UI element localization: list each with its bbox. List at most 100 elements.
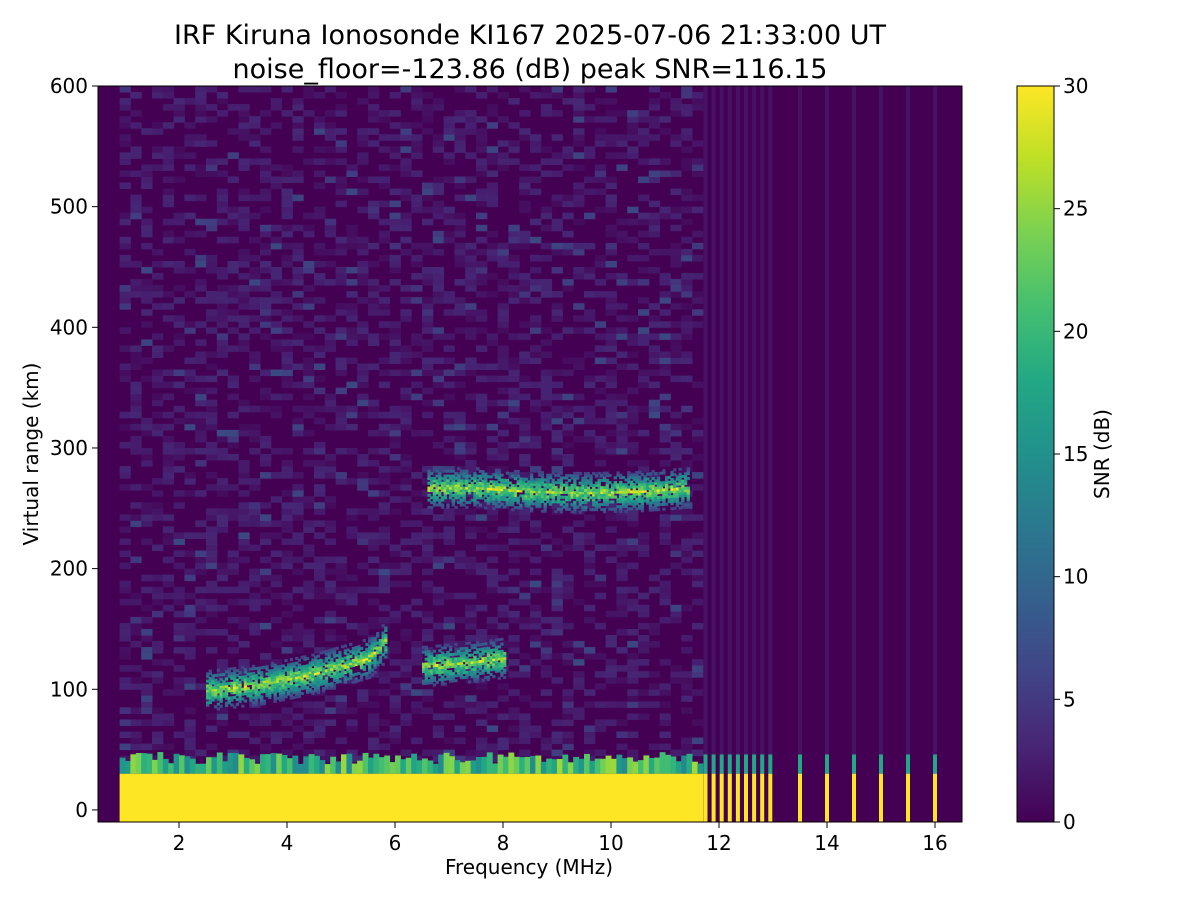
echo-E-layer-cell (265, 686, 269, 690)
noise-cell (378, 538, 391, 545)
noise-cell (422, 128, 434, 135)
echo-F-layer-cell (478, 489, 482, 493)
echo-E-layer-cell (435, 663, 439, 667)
noise-cell (681, 194, 693, 202)
echo-F-layer-cell (519, 484, 523, 488)
echo-E-layer-cell (427, 662, 431, 666)
echo-E-layer-cell (489, 651, 493, 655)
noise-cell (378, 466, 391, 473)
echo-F-layer-cell (527, 497, 531, 501)
echo-E-layer-cell (457, 671, 461, 675)
echo-E-layer-cell (246, 694, 250, 698)
noise-cell (648, 224, 661, 232)
echo-E-layer-cell (227, 689, 231, 693)
noise-cell (346, 327, 358, 334)
echo-F-layer-cell (667, 500, 671, 504)
noise-cell (605, 297, 617, 304)
echo-E-layer-cell (322, 689, 326, 693)
noise-cell (530, 466, 542, 473)
echo-E-layer-cell (362, 653, 366, 657)
noise-cell (659, 731, 671, 739)
noise-cell (270, 273, 283, 280)
echo-E-layer-cell (349, 662, 353, 666)
echo-F-layer-cell (511, 493, 515, 497)
noise-cell (270, 309, 283, 316)
noise-cell (260, 285, 272, 292)
echo-E-layer-cell (476, 641, 480, 645)
ground-echo-fringe (216, 752, 223, 774)
echo-F-layer-cell (654, 481, 658, 485)
noise-cell (692, 574, 704, 582)
echo-E-layer-cell (478, 643, 482, 647)
echo-F-layer-cell (678, 492, 682, 496)
echo-E-layer-cell (484, 647, 488, 651)
echo-E-layer-cell (332, 671, 337, 675)
echo-F-layer-cell (438, 472, 442, 476)
noise-cell (486, 248, 499, 256)
noise-cell (519, 713, 531, 720)
noise-cell (335, 411, 347, 419)
echo-F-layer-cell (635, 492, 639, 496)
noise-cell (443, 152, 455, 159)
noise-cell (627, 441, 639, 449)
noise-cell (227, 484, 239, 491)
noise-cell (508, 291, 520, 298)
noise-cell (249, 285, 261, 292)
echo-F-layer-cell (581, 479, 585, 483)
echo-E-layer-cell (330, 674, 334, 678)
echo-F-layer-cell (548, 493, 553, 497)
noise-cell (281, 224, 293, 232)
noise-cell (130, 719, 142, 726)
noise-cell (422, 206, 434, 214)
noise-cell (648, 381, 661, 389)
echo-E-layer-cell (327, 670, 331, 674)
noise-cell (324, 592, 337, 600)
noise-cell (562, 369, 574, 377)
echo-F-layer-cell (638, 478, 642, 482)
echo-E-layer-cell (341, 666, 345, 670)
noise-cell (281, 598, 293, 606)
noise-cell (681, 158, 693, 165)
noise-cell (368, 538, 380, 545)
echo-F-layer-cell (524, 482, 528, 486)
noise-cell (335, 279, 347, 286)
noise-cell (130, 92, 142, 99)
echo-E-layer-cell (222, 672, 226, 677)
echo-E-layer-cell (227, 674, 231, 678)
noise-cell (519, 206, 531, 214)
ground-echo-fringe (184, 756, 191, 774)
noise-cell (292, 339, 304, 346)
echo-F-layer-cell (484, 491, 488, 495)
noise-cell (227, 647, 239, 654)
echo-E-layer-cell (470, 643, 474, 647)
noise-cell (184, 737, 196, 745)
noise-cell (432, 466, 445, 473)
echo-E-layer-cell (224, 670, 229, 674)
echo-F-layer-cell (538, 504, 542, 508)
echo-F-layer-cell (478, 493, 482, 498)
noise-cell (605, 496, 617, 503)
noise-cell (432, 598, 445, 606)
echo-E-layer-cell (373, 646, 377, 650)
noise-cell (357, 472, 369, 479)
echo-F-layer-cell (575, 498, 580, 502)
echo-E-layer-cell (438, 678, 442, 682)
echo-F-layer-cell (678, 477, 682, 481)
echo-E-layer-cell (438, 666, 442, 670)
echo-E-layer-cell (216, 683, 221, 687)
noise-cell (216, 508, 229, 515)
noise-cell (681, 550, 693, 558)
echo-E-layer-cell (332, 674, 337, 678)
echo-F-layer-cell (465, 472, 469, 476)
echo-F-layer-cell (508, 503, 512, 507)
noise-cell (292, 502, 304, 509)
noise-cell (216, 574, 229, 582)
noise-cell (584, 116, 596, 123)
echo-E-layer-cell (446, 660, 450, 664)
noise-cell (486, 200, 499, 208)
echo-E-layer-cell (289, 670, 293, 674)
noise-cell (260, 110, 272, 117)
noise-cell (648, 104, 661, 111)
noise-cell (648, 200, 661, 208)
noise-cell (260, 393, 272, 401)
